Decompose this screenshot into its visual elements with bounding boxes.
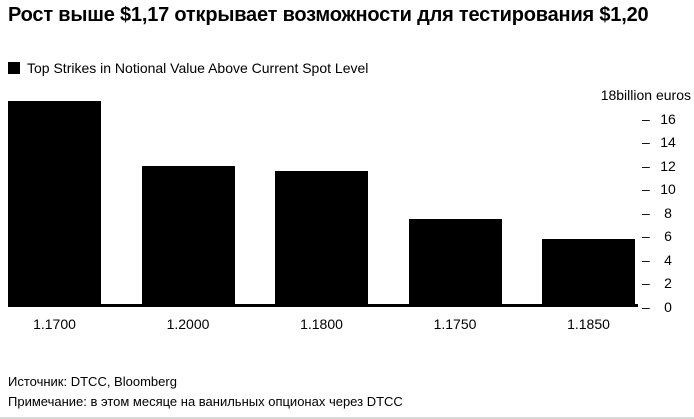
note-line: Примечание: в этом месяце на ванильных о…	[8, 394, 403, 409]
legend-square-icon	[8, 62, 20, 74]
tick-value: 12	[660, 157, 676, 174]
y-axis-tick: –2	[642, 275, 694, 291]
tick-mark-icon: –	[642, 299, 650, 315]
tick-mark-icon: –	[642, 204, 650, 221]
source-line: Источник: DTCC, Bloomberg	[8, 374, 177, 389]
y-axis-tick: –10	[642, 181, 694, 197]
y-axis-tick: –8	[642, 205, 694, 221]
y-axis-ticks: –16–14–12–10–8–6–4–2–0	[642, 95, 694, 315]
x-axis-label: 1.1800	[300, 316, 343, 332]
y-axis-tick: –0	[642, 299, 694, 315]
y-axis-tick: –12	[642, 158, 694, 174]
y-axis-unit-label: 18billion euros	[600, 87, 691, 103]
y-axis-tick: –4	[642, 252, 694, 268]
bar-1.1750	[408, 219, 502, 304]
tick-value: 4	[664, 251, 672, 268]
tick-value: 0	[664, 299, 672, 315]
x-axis-label: 1.1850	[567, 316, 610, 332]
x-axis-labels: 1.1700 1.2000 1.1800 1.1750 1.1850	[8, 316, 638, 334]
tick-value: 10	[660, 181, 676, 198]
chart-legend: Top Strikes in Notional Value Above Curr…	[8, 60, 368, 76]
tick-value: 8	[664, 204, 672, 221]
tick-mark-icon: –	[642, 134, 650, 151]
x-axis-label: 1.2000	[166, 316, 210, 332]
tick-value: 6	[664, 228, 672, 245]
bar-1.1850	[542, 239, 635, 304]
x-axis-label: 1.1750	[433, 316, 477, 332]
tick-mark-icon: –	[642, 157, 650, 174]
tick-mark-icon: –	[642, 181, 650, 198]
tick-mark-icon: –	[642, 275, 650, 292]
tick-value: 2	[664, 275, 672, 292]
chart-title: Рост выше $1,17 открывает возможности дл…	[8, 4, 649, 26]
tick-value: 14	[660, 134, 676, 151]
tick-mark-icon: –	[642, 228, 650, 245]
y-axis-tick: –14	[642, 134, 694, 150]
x-axis-label: 1.1700	[33, 316, 76, 332]
bar-1.2000	[141, 166, 235, 304]
y-axis-tick: –16	[642, 111, 694, 127]
bar-1.1700	[8, 101, 101, 304]
tick-mark-icon: –	[642, 251, 650, 268]
tick-value: 16	[660, 110, 676, 127]
bar-1.1800	[275, 171, 368, 304]
legend-label: Top Strikes in Notional Value Above Curr…	[27, 60, 369, 76]
bar-chart-plot-area	[8, 95, 638, 307]
y-axis-tick: –6	[642, 228, 694, 244]
chart-footer: Источник: DTCC, Bloomberg Примечание: в …	[8, 372, 688, 412]
bottom-divider	[0, 417, 694, 419]
tick-mark-icon: –	[642, 110, 650, 127]
